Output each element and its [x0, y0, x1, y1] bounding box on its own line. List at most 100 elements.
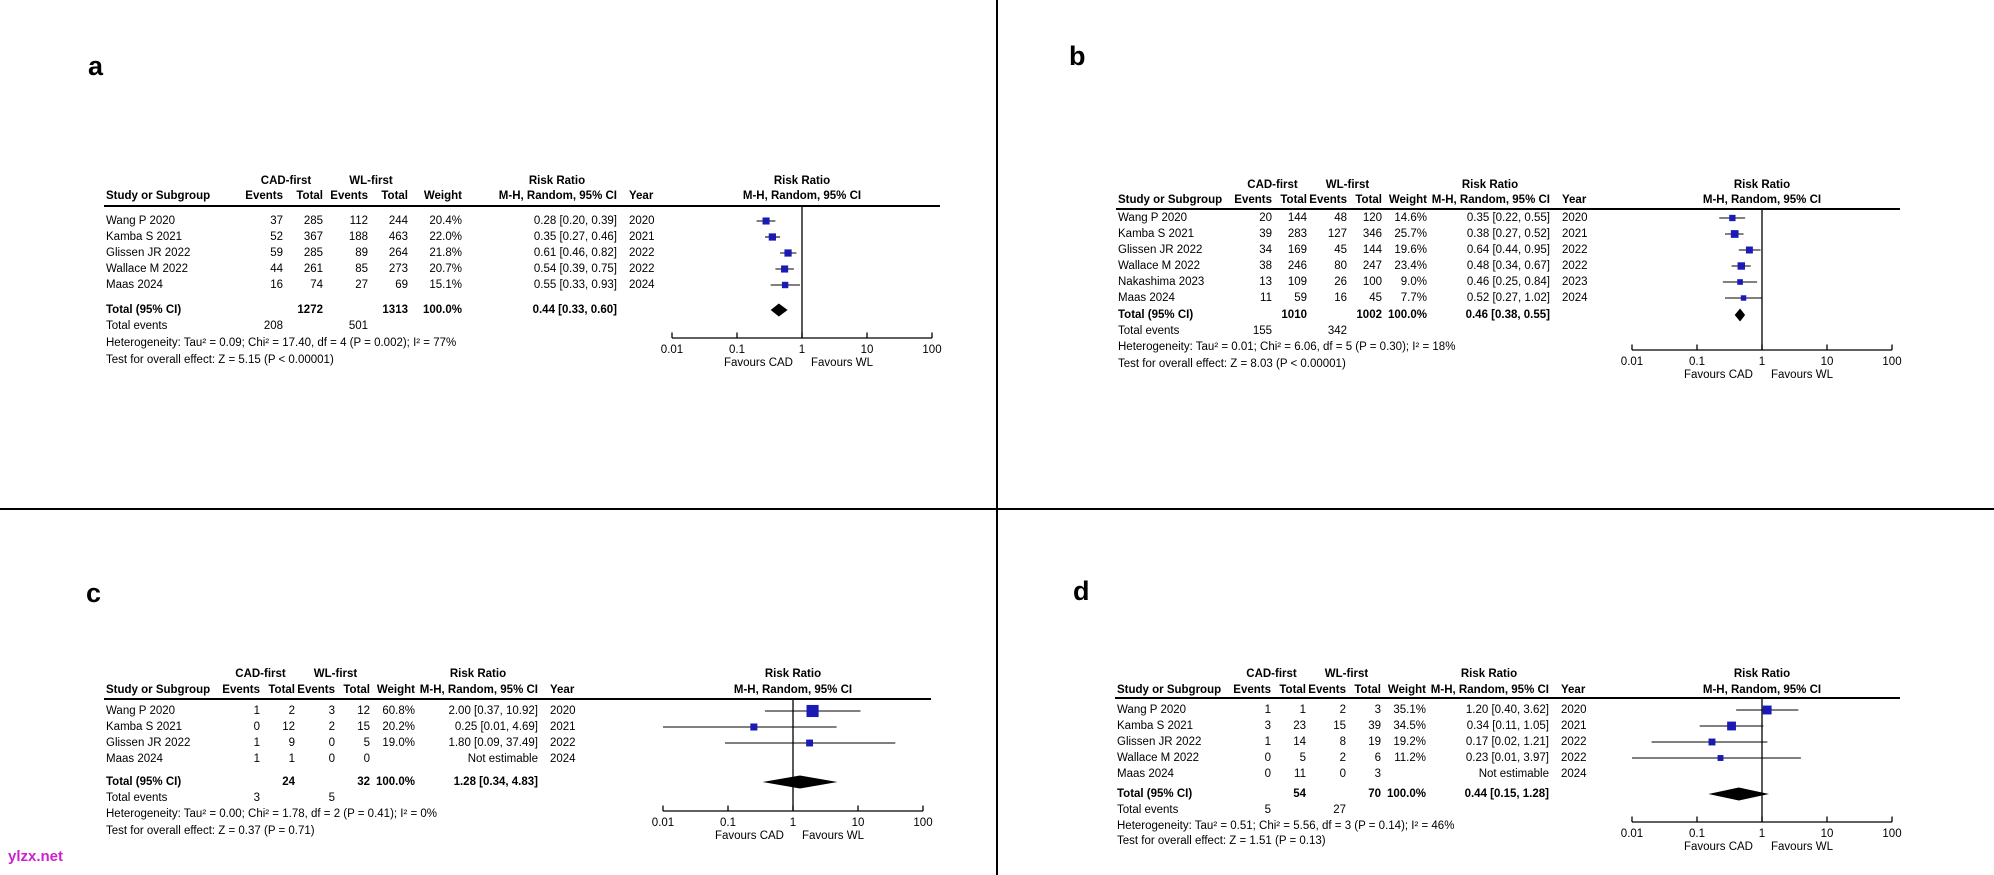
column-header-total1: Total — [268, 684, 295, 696]
events2-cell: 0 — [328, 753, 335, 765]
weight-cell: 7.7% — [1400, 292, 1427, 304]
weight-cell: 23.4% — [1394, 260, 1427, 272]
total-diamond — [770, 303, 788, 317]
column-header-events2: Events — [330, 190, 368, 202]
study-name: Kamba S 2021 — [1118, 228, 1195, 240]
total1-cell: 283 — [1287, 228, 1307, 240]
ci-cell: 1.80 [0.09, 37.49] — [448, 737, 538, 749]
total-weight: 100.0% — [422, 304, 462, 316]
favours-cad-label: Favours CAD — [715, 830, 784, 842]
study-name: Kamba S 2021 — [106, 231, 183, 243]
column-header-study: Study or Subgroup — [1118, 194, 1223, 206]
effect-square — [781, 265, 789, 273]
total1-cell: 2 — [288, 705, 295, 717]
plot-method-ci-subtitle: M-H, Random, 95% CI — [1702, 194, 1822, 206]
group-header-wl-first: WL-first — [1324, 668, 1369, 680]
column-header-total2: Total — [1354, 684, 1381, 696]
year-cell: 2022 — [629, 247, 655, 259]
axis-tick-label: 100 — [1882, 828, 1901, 840]
events1-cell: 38 — [1259, 260, 1272, 272]
plot-risk-ratio-title: Risk Ratio — [764, 668, 822, 680]
axis-tick-label: 10 — [1821, 828, 1834, 840]
heterogeneity-text: Heterogeneity: Tau² = 0.09; Chi² = 17.40… — [106, 337, 457, 349]
total2-cell: 15 — [357, 721, 370, 733]
table-risk-ratio-header: Risk Ratio — [528, 175, 586, 187]
overall-effect-text: Test for overall effect: Z = 8.03 (P < 0… — [1118, 358, 1346, 370]
panel-b: b CAD-first WL-first Risk Ratio Risk Ratio St… — [997, 0, 1994, 509]
effect-square — [750, 723, 758, 731]
events2-cell: 8 — [1339, 736, 1346, 748]
year-cell: 2022 — [550, 737, 576, 749]
total1-cell: 12 — [282, 721, 295, 733]
total-ci: 0.44 [0.15, 1.28] — [1464, 788, 1549, 800]
column-header-year: Year — [629, 190, 654, 202]
total1-cell: 285 — [303, 247, 323, 259]
group-header-wl-first: WL-first — [313, 668, 358, 680]
favours-wl-label: Favours WL — [811, 357, 874, 369]
axis-tick-label: 10 — [1821, 356, 1834, 368]
total2-cell: 69 — [395, 279, 408, 291]
header-rule — [1116, 208, 1900, 210]
study-name: Glissen JR 2022 — [106, 737, 191, 749]
heterogeneity-text: Heterogeneity: Tau² = 0.51; Chi² = 5.56,… — [1117, 820, 1455, 832]
column-header-method-ci: M-H, Random, 95% CI — [498, 190, 617, 202]
effect-square — [768, 233, 776, 241]
forest-plot: 0.01 0.1 1 10 100 Favours CAD Favours WL — [1621, 699, 1902, 853]
overall-effect-text: Test for overall effect: Z = 5.15 (P < 0… — [106, 354, 334, 366]
column-header-year: Year — [1561, 684, 1586, 696]
events2-cell: 112 — [349, 215, 368, 227]
events1-cell: 1 — [253, 737, 260, 749]
column-header-weight: Weight — [376, 684, 415, 696]
year-cell: 2022 — [1562, 260, 1588, 272]
events1-cell: 1 — [1264, 736, 1271, 748]
ci-cell: 0.35 [0.22, 0.55] — [1466, 212, 1550, 224]
study-name: Wallace M 2022 — [106, 263, 189, 275]
total1-sum: 54 — [1293, 788, 1306, 800]
events2-cell: 26 — [1334, 276, 1347, 288]
column-header-events1: Events — [1234, 194, 1272, 206]
weight-cell: 22.0% — [429, 231, 462, 243]
total2-cell: 463 — [388, 231, 408, 243]
total1-cell: 14 — [1293, 736, 1306, 748]
axis-tick-label: 0.1 — [720, 817, 736, 829]
events1-cell: 3 — [1264, 720, 1271, 732]
effect-square — [1740, 295, 1747, 301]
ci-cell: 0.54 [0.39, 0.75] — [533, 263, 617, 275]
total-events-label: Total events — [1117, 804, 1179, 816]
column-header-method-ci: M-H, Random, 95% CI — [1431, 194, 1550, 206]
heterogeneity-text: Heterogeneity: Tau² = 0.01; Chi² = 6.06,… — [1118, 341, 1456, 353]
study-name: Glissen JR 2022 — [1118, 244, 1203, 256]
events1-cell: 11 — [1260, 292, 1272, 304]
watermark-link[interactable]: ylzx.net — [8, 848, 64, 865]
table-risk-ratio-header: Risk Ratio — [449, 668, 507, 680]
events2-cell: 2 — [328, 721, 335, 733]
total-events-label: Total events — [106, 792, 168, 804]
events1-cell: 52 — [270, 231, 283, 243]
weight-cell: 20.7% — [429, 263, 462, 275]
column-header-method-ci: M-H, Random, 95% CI — [419, 684, 538, 696]
weight-cell: 20.2% — [382, 721, 415, 733]
total1-cell: 23 — [1293, 720, 1306, 732]
axis-tick-label: 0.1 — [1689, 828, 1705, 840]
panel-label: d — [1073, 576, 1090, 606]
total-diamond — [1734, 308, 1746, 322]
year-cell: 2021 — [1561, 720, 1587, 732]
ci-cell: 0.35 [0.27, 0.46] — [533, 231, 617, 243]
ci-cell: 0.46 [0.25, 0.84] — [1466, 276, 1550, 288]
total2-cell: 0 — [363, 753, 370, 765]
total1-cell: 261 — [303, 263, 323, 275]
total1-cell: 367 — [303, 231, 323, 243]
effect-square — [806, 704, 819, 718]
events1-cell: 0 — [253, 721, 260, 733]
total-weight: 100.0% — [1387, 309, 1427, 321]
panel-label: b — [1069, 41, 1086, 71]
events1-cell: 0 — [1264, 768, 1271, 780]
study-name: Maas 2024 — [1118, 292, 1175, 304]
panel-label: c — [86, 578, 102, 608]
total-events-label: Total events — [1118, 325, 1180, 337]
axis-tick-label: 100 — [922, 344, 941, 356]
column-header-weight: Weight — [1388, 194, 1427, 206]
events2-cell: 127 — [1327, 228, 1347, 240]
total1-cell: 74 — [310, 279, 323, 291]
